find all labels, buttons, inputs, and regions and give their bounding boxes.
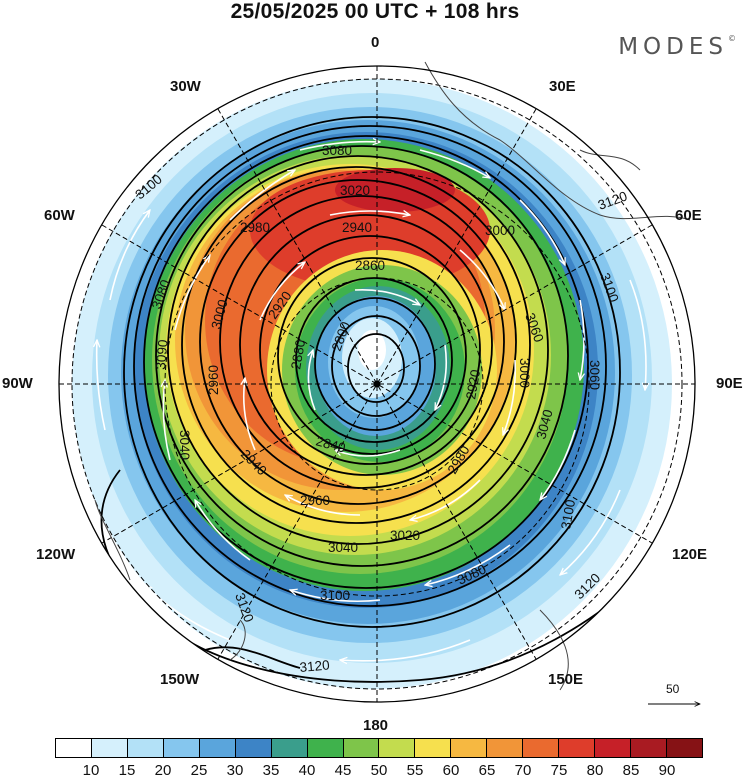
vector-reference-arrow — [648, 682, 710, 712]
contour-label: 3000 — [517, 358, 532, 388]
graticule — [59, 66, 695, 702]
colorbar-tick-label: 70 — [514, 762, 532, 779]
colorbar-swatch — [415, 739, 452, 757]
colorbar-tick-label: 80 — [586, 762, 604, 779]
colorbar-swatch — [666, 739, 702, 757]
contour-label: 3080 — [322, 143, 352, 158]
lon-label-60e: 60E — [675, 207, 702, 224]
lon-label-120w: 120W — [36, 546, 76, 563]
colorbar-tick-label: 55 — [406, 762, 424, 779]
contour-label: 2880 — [288, 338, 308, 370]
colorbar-swatch — [271, 739, 308, 757]
contour-label: 3060 — [587, 360, 602, 390]
lon-label-0: 0 — [371, 34, 380, 51]
colorbar-tick-label: 25 — [190, 762, 208, 779]
lon-label-150w: 150W — [160, 671, 200, 688]
contour-label: 2860 — [355, 258, 385, 273]
polar-map: 3080 3020 2940 2980 3100 2860 3080 2920 … — [58, 61, 696, 703]
colorbar-tick-label: 35 — [262, 762, 280, 779]
brand-logo: MODES© — [618, 34, 736, 60]
contour-label: 3040 — [328, 540, 358, 555]
colorbar-tick-label: 15 — [118, 762, 136, 779]
lon-label-30e: 30E — [549, 78, 576, 95]
colorbar-tick-label: 20 — [154, 762, 172, 779]
colorbar-swatch — [487, 739, 524, 757]
colorbar-tick-label: 90 — [658, 762, 676, 779]
contour-label: 3000 — [485, 223, 515, 238]
lon-label-60w: 60W — [44, 207, 75, 224]
colorbar-tick-label: 85 — [622, 762, 640, 779]
colorbar-ticks: 10 15 20 25 30 35 40 45 50 55 60 65 70 75 80 85 90 — [55, 762, 703, 782]
lon-label-90e: 90E — [716, 375, 743, 392]
map-boundary — [58, 65, 696, 703]
colorbar-swatch — [379, 739, 416, 757]
colorbar-tick-label: 30 — [226, 762, 244, 779]
south-pole-marker — [373, 380, 381, 388]
colorbar-swatch — [127, 739, 164, 757]
colorbar-tick-label: 65 — [478, 762, 496, 779]
colorbar-swatch — [343, 739, 380, 757]
lon-label-120e: 120E — [672, 546, 708, 563]
coastlines — [94, 61, 691, 691]
colorbar-swatch — [199, 739, 236, 757]
contour-label: 2980 — [240, 220, 270, 235]
contour-label: 2940 — [342, 220, 372, 235]
colorbar-swatch — [451, 739, 488, 757]
lon-label-180: 180 — [363, 717, 389, 734]
lon-label-150e: 150E — [548, 671, 584, 688]
height-contours — [100, 116, 661, 683]
lon-label-90w: 90W — [2, 375, 33, 392]
contour-label: 3090 — [153, 339, 171, 370]
colorbar-swatch — [631, 739, 667, 757]
colorbar — [55, 738, 703, 758]
colorbar-swatch — [595, 739, 631, 757]
contour-label: 3020 — [390, 528, 420, 543]
colorbar-tick-label: 60 — [442, 762, 460, 779]
contour-label: 3120 — [299, 657, 330, 675]
wind-vectors — [97, 142, 646, 661]
lon-label-30w: 30W — [170, 78, 201, 95]
contour-label: 2960 — [300, 493, 330, 508]
colorbar-swatch — [307, 739, 344, 757]
contour-label: 2920 — [463, 368, 483, 400]
colorbar-tick-label: 75 — [550, 762, 568, 779]
colorbar-swatch — [235, 739, 272, 757]
contour-label: 3100 — [558, 498, 578, 530]
vector-reference-label: 50 — [666, 682, 680, 696]
colorbar-tick-label: 45 — [334, 762, 352, 779]
colorbar-tick-label: 10 — [82, 762, 100, 779]
colorbar-tick-label: 40 — [298, 762, 316, 779]
colorbar-swatch — [91, 739, 128, 757]
colorbar-swatch — [163, 739, 200, 757]
colorbar-swatch — [56, 739, 92, 757]
colorbar-tick-label: 50 — [370, 762, 388, 779]
contour-label: 2960 — [206, 365, 221, 395]
colorbar-swatch — [559, 739, 596, 757]
contour-label: 3100 — [320, 588, 350, 603]
map-title: 25/05/2025 00 UTC + 108 hrs — [230, 0, 520, 23]
contour-label: 3020 — [340, 183, 370, 198]
colorbar-swatch — [523, 739, 560, 757]
contour-label: 3040 — [177, 430, 192, 460]
